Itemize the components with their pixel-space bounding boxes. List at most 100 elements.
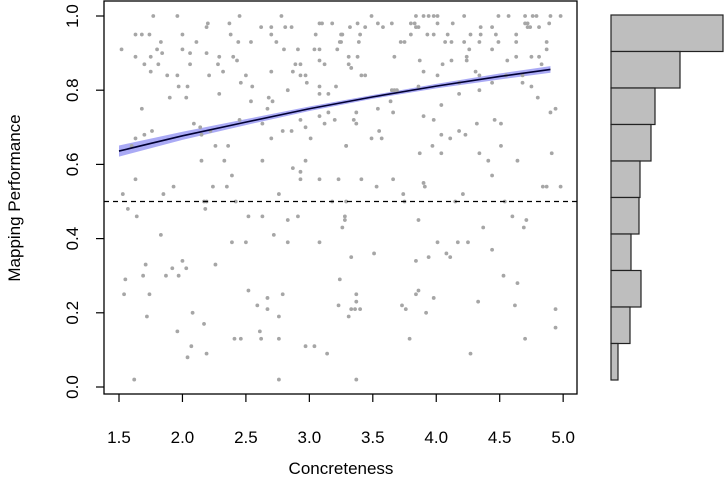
data-point: [477, 88, 482, 93]
y-tick-label: 0.0: [63, 375, 82, 399]
data-point: [298, 117, 303, 122]
data-point: [290, 69, 295, 74]
data-point: [492, 117, 497, 122]
data-point: [216, 62, 220, 67]
data-point: [422, 184, 427, 189]
data-point: [257, 329, 262, 334]
data-point: [431, 117, 436, 122]
data-point: [266, 95, 271, 100]
data-point: [460, 192, 465, 196]
data-point: [244, 240, 248, 245]
data-point: [221, 69, 225, 74]
data-point: [199, 158, 204, 163]
data-point: [125, 207, 130, 211]
data-point: [359, 177, 364, 182]
confidence-band: [119, 66, 551, 157]
data-point: [351, 117, 356, 122]
data-point: [269, 136, 274, 141]
data-point: [296, 214, 300, 219]
data-point: [280, 129, 285, 133]
data-point: [349, 66, 354, 70]
data-point: [473, 69, 478, 74]
data-point: [119, 47, 124, 52]
data-point: [354, 377, 359, 382]
data-point: [499, 121, 503, 126]
data-point: [133, 177, 138, 182]
data-point: [231, 54, 236, 59]
data-point: [349, 255, 354, 260]
data-point: [188, 51, 192, 55]
data-point: [421, 69, 426, 74]
data-point: [170, 266, 175, 271]
data-point: [449, 40, 454, 44]
data-point: [133, 32, 138, 37]
data-point: [269, 32, 274, 37]
data-point: [317, 47, 322, 52]
data-point: [520, 73, 525, 78]
data-point: [525, 21, 530, 26]
data-point: [496, 40, 501, 44]
data-point: [145, 314, 149, 319]
data-point: [158, 40, 163, 44]
data-point: [246, 214, 251, 219]
x-axis: 1.5 2.0 2.5 3.0 3.5 4.0 4.5 5.0: [107, 394, 575, 447]
y-tick-label: 0.8: [63, 78, 82, 102]
data-point: [464, 54, 469, 59]
plot-border: [103, 0, 578, 395]
data-point: [176, 84, 181, 89]
data-point: [535, 95, 540, 100]
data-point: [435, 73, 440, 78]
data-point: [400, 303, 404, 308]
data-point: [303, 158, 308, 163]
data-point: [369, 14, 374, 18]
data-point: [448, 255, 453, 260]
data-point: [408, 21, 413, 26]
x-tick-label: 2.0: [171, 428, 195, 447]
x-tick-label: 4.5: [488, 428, 512, 447]
data-point: [416, 25, 421, 30]
data-point: [355, 21, 360, 26]
data-point: [496, 14, 501, 18]
data-point: [202, 322, 206, 326]
data-point: [391, 177, 396, 182]
data-point: [449, 58, 454, 63]
data-point: [161, 192, 166, 196]
data-point: [158, 232, 163, 237]
data-point: [317, 177, 322, 182]
data-point: [148, 54, 153, 59]
data-point: [414, 14, 418, 18]
data-point: [425, 32, 430, 37]
data-point: [180, 47, 185, 52]
data-point: [304, 80, 309, 85]
data-point: [326, 92, 331, 96]
data-point: [235, 58, 239, 63]
data-point: [505, 58, 510, 63]
data-point: [544, 184, 549, 189]
data-point: [540, 184, 545, 189]
data-point: [142, 132, 147, 137]
data-point: [322, 62, 327, 67]
data-point: [276, 314, 281, 319]
y-axis: 0.0 0.2 0.4 0.6 0.8 1.0: [63, 4, 104, 399]
data-point: [194, 40, 199, 44]
data-point: [227, 21, 232, 26]
data-point: [528, 25, 533, 30]
data-point: [544, 47, 549, 52]
data-point: [417, 151, 422, 156]
data-point: [407, 336, 412, 341]
data-point: [303, 125, 308, 130]
data-point: [521, 225, 526, 230]
data-point: [416, 84, 421, 89]
data-point: [226, 143, 231, 148]
data-point: [493, 32, 498, 37]
data-point: [260, 158, 265, 163]
data-point: [440, 62, 445, 67]
data-point: [435, 14, 440, 18]
data-point: [265, 307, 270, 311]
data-point: [421, 14, 426, 18]
data-point: [148, 69, 153, 74]
data-point: [348, 25, 352, 30]
data-point: [180, 258, 185, 263]
data-point: [398, 40, 403, 44]
data-point: [259, 25, 264, 30]
